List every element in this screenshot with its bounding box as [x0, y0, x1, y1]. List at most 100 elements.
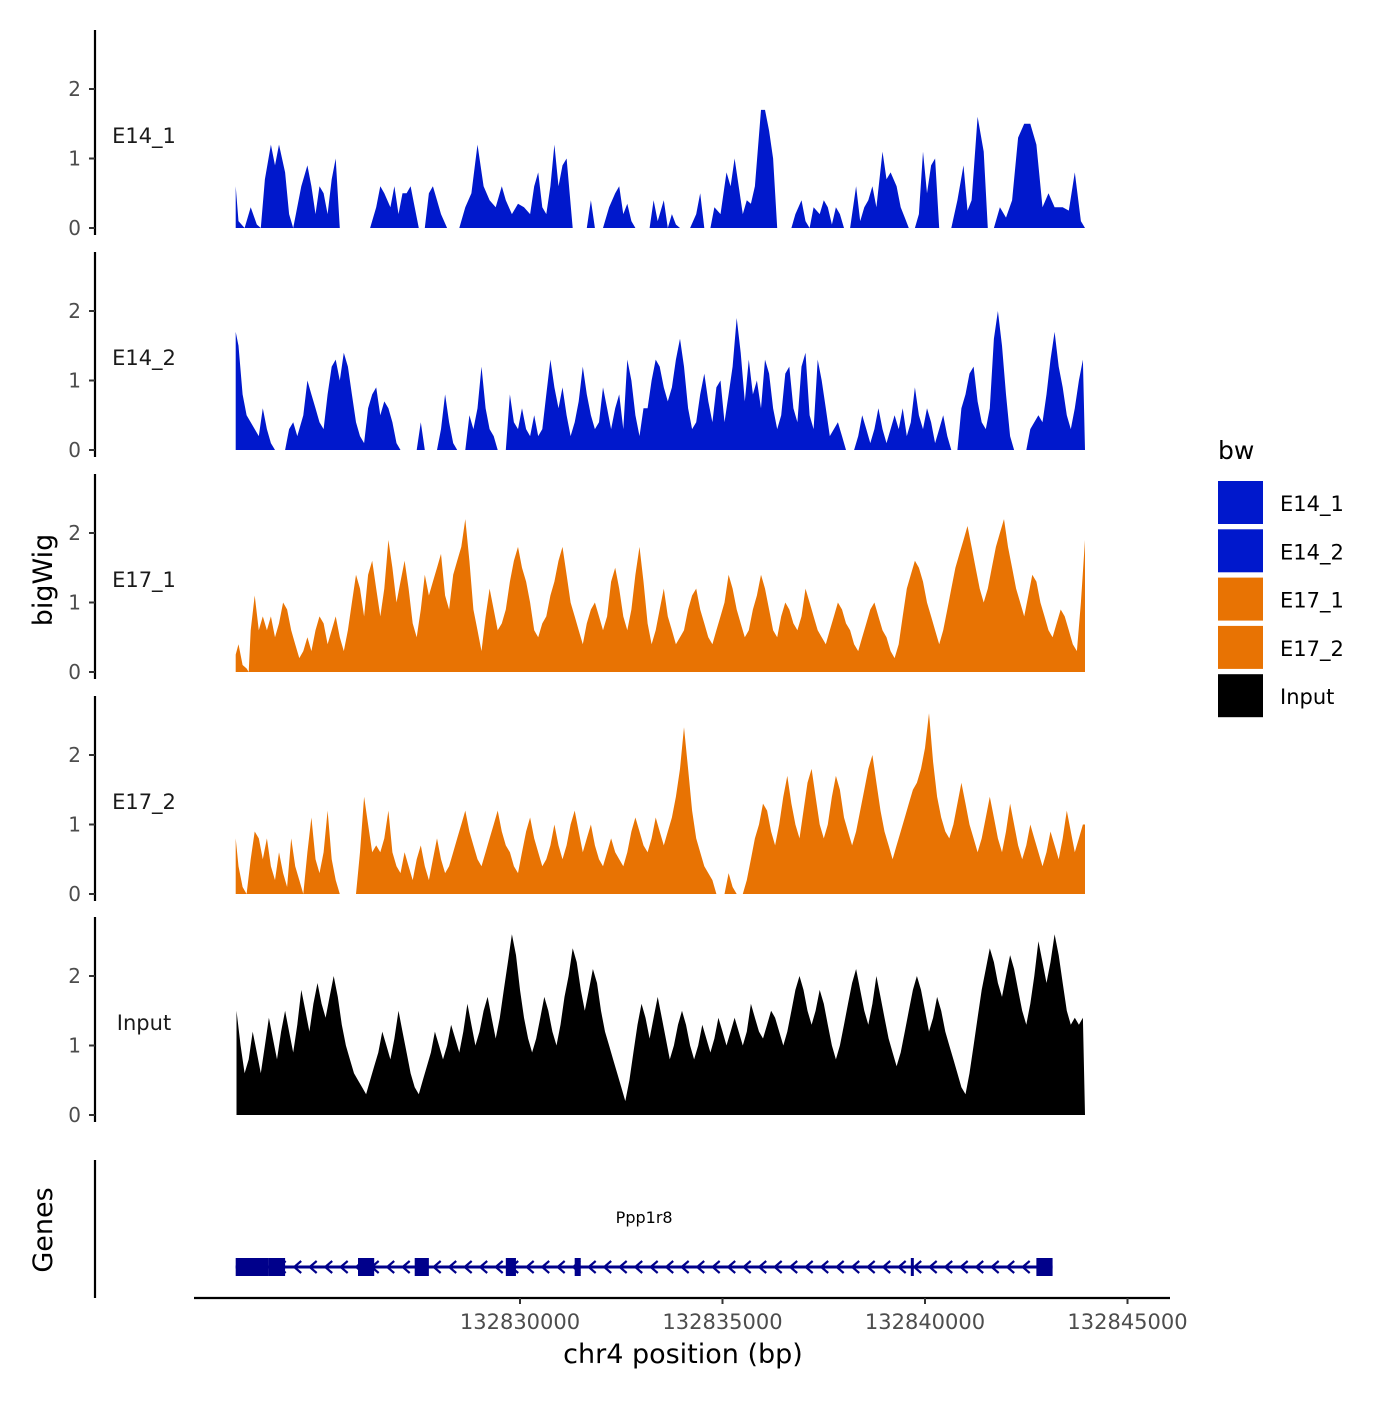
legend: bw E14_1 E14_2 E17_1 E17_2 Input — [1218, 436, 1344, 718]
strand-arrow — [989, 1260, 1000, 1274]
y-tick-label: 1 — [68, 369, 81, 393]
track-input: 0 1 2 Input — [68, 917, 1085, 1127]
gene-exon — [268, 1258, 286, 1276]
strand-arrow — [555, 1260, 566, 1274]
legend-key — [1218, 481, 1263, 524]
y-tick-label: 1 — [68, 813, 81, 837]
strand-arrow — [462, 1260, 473, 1274]
strand-arrow — [586, 1260, 597, 1274]
strand-arrow — [741, 1260, 752, 1274]
genes-track: Ppp1r8 — [93, 1160, 1053, 1298]
gene-exon — [1036, 1258, 1053, 1276]
y-tick-label: 2 — [68, 743, 81, 767]
coverage-area — [236, 934, 1085, 1115]
strand-arrow — [1020, 1260, 1031, 1274]
strand-arrow — [338, 1260, 349, 1274]
gene-exon — [358, 1258, 375, 1276]
strand-arrow — [912, 1260, 922, 1274]
y-axis-title: bigWig — [28, 534, 59, 627]
strand-arrow — [540, 1260, 550, 1274]
track-e17-2: 0 1 2 E17_2 — [68, 696, 1085, 906]
track-label: E14_2 — [112, 346, 176, 371]
x-tick-label: 132830000 — [460, 1310, 580, 1334]
strand-arrow — [493, 1260, 504, 1274]
x-tick-label: 132840000 — [865, 1310, 985, 1334]
strand-arrow — [385, 1260, 395, 1274]
strand-arrow — [819, 1260, 829, 1274]
track-e17-1: 0 1 2 E17_1 — [68, 474, 1085, 684]
legend-key — [1218, 674, 1263, 718]
strand-arrow — [850, 1260, 860, 1274]
y-tick-label: 2 — [68, 964, 81, 988]
strand-arrow — [710, 1260, 721, 1274]
legend-key — [1218, 529, 1263, 573]
track-label: E17_1 — [112, 568, 176, 593]
gene-exon — [235, 1258, 269, 1276]
strand-arrow — [323, 1260, 333, 1274]
strand-arrow — [1005, 1260, 1015, 1274]
legend-key — [1218, 625, 1263, 669]
strand-arrow — [865, 1260, 876, 1274]
gene-exon — [505, 1258, 516, 1276]
strand-arrow — [679, 1260, 690, 1274]
x-tick-label: 132845000 — [1067, 1310, 1187, 1334]
y-tick-label: 2 — [68, 521, 81, 545]
track-label: Input — [117, 1011, 171, 1035]
strand-arrow — [664, 1260, 674, 1274]
legend-key — [1218, 577, 1263, 621]
gene-exon — [574, 1258, 581, 1276]
strand-arrow — [896, 1260, 907, 1274]
legend-label: E14_1 — [1280, 492, 1344, 517]
coverage-area — [235, 311, 1085, 450]
x-axis-title: chr4 position (bp) — [563, 1339, 803, 1370]
strand-arrow — [757, 1260, 767, 1274]
y-tick-label: 2 — [68, 299, 81, 323]
y-tick-label: 1 — [68, 147, 81, 171]
y-tick-label: 0 — [68, 216, 81, 240]
gene-exon — [910, 1258, 914, 1276]
strand-arrow — [431, 1260, 442, 1274]
y-tick-label: 0 — [68, 1103, 81, 1127]
legend-label: E17_1 — [1280, 589, 1344, 614]
strand-arrow — [695, 1260, 705, 1274]
x-tick-label: 132835000 — [662, 1310, 782, 1334]
coverage-area — [235, 109, 1085, 228]
strand-arrow — [881, 1260, 891, 1274]
track-label: E14_1 — [112, 124, 176, 149]
y-tick-label: 1 — [68, 591, 81, 615]
strand-arrow — [307, 1260, 318, 1274]
y-tick-label: 2 — [68, 77, 81, 101]
strand-arrow — [478, 1260, 488, 1274]
strand-arrow — [974, 1260, 984, 1274]
y-tick-label: 1 — [68, 1034, 81, 1058]
y-tick-label: 0 — [68, 882, 81, 906]
strand-arrow — [958, 1260, 969, 1274]
strand-arrow — [834, 1260, 845, 1274]
strand-arrow — [788, 1260, 798, 1274]
strand-arrow — [772, 1260, 783, 1274]
strand-arrow — [447, 1260, 457, 1274]
gene-exon — [414, 1258, 429, 1276]
y-tick-label: 0 — [68, 438, 81, 462]
strand-arrow — [400, 1260, 411, 1274]
strand-arrow — [943, 1260, 953, 1274]
strand-arrow — [617, 1260, 628, 1274]
track-e14-1: 0 1 2 E14_1 — [68, 30, 1085, 240]
strand-arrow — [648, 1260, 659, 1274]
gene-name-label: Ppp1r8 — [616, 1208, 673, 1227]
legend-label: E17_2 — [1280, 637, 1344, 662]
legend-title: bw — [1218, 436, 1254, 465]
y-tick-label: 0 — [68, 660, 81, 684]
legend-label: E14_2 — [1280, 540, 1344, 565]
track-label: E17_2 — [112, 790, 176, 815]
strand-arrow — [803, 1260, 814, 1274]
strand-arrow — [292, 1260, 302, 1274]
strand-arrow — [633, 1260, 643, 1274]
x-axis: 132830000 132835000 132840000 132845000 — [194, 1296, 1188, 1334]
strand-arrow — [524, 1260, 535, 1274]
coverage-area — [235, 713, 1085, 894]
coverage-area — [235, 519, 1085, 672]
legend-label: Input — [1280, 685, 1334, 709]
